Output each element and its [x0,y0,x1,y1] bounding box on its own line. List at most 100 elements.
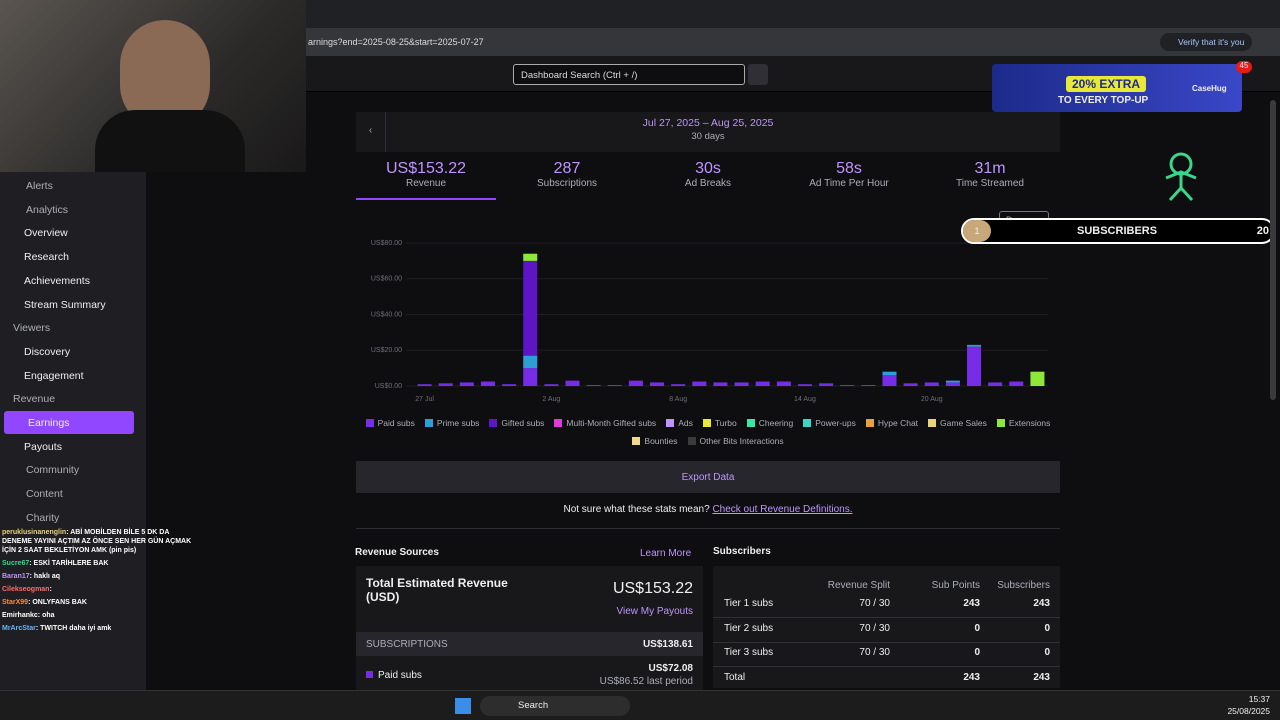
nav-item[interactable]: Content [26,488,63,501]
prev-button[interactable]: ‹ [356,112,386,152]
cell: 70 / 30 [859,622,890,634]
nav-item[interactable]: Overview [24,227,68,240]
row-value: US$72.08 [648,663,693,674]
cell: 243 [963,671,980,683]
legend-label: Bounties [644,436,678,446]
legend-item[interactable]: Game Sales [928,414,987,432]
nav-item[interactable]: Research [24,251,69,264]
verify-button[interactable]: Verify that it's you [1160,33,1253,51]
row-divider [713,617,1060,618]
legend-item[interactable]: Power-ups [803,414,856,432]
bar-segment [417,384,432,386]
legend-item[interactable]: Hype Chat [865,414,918,432]
nav-item[interactable]: Discovery [24,345,71,358]
nav-item[interactable]: Charity [26,511,60,524]
chat-user: MrArcStar [2,625,36,632]
nav-item[interactable]: Revenue [13,393,56,406]
help-link[interactable]: Check out Revenue Definitions. [712,504,853,515]
nav-item[interactable]: Payouts [24,440,62,453]
bar-segment [607,385,622,386]
nav-item[interactable]: Analytics [26,203,69,216]
chat-user: Baran17 [2,573,30,580]
total-value: US$153.22 [612,580,693,597]
legend-item[interactable]: Other Bits Interactions [687,432,784,450]
nav-item[interactable]: Community [26,464,80,477]
sub-goal: 1 SUBSCRIBERS 20 [961,218,1275,244]
search-button[interactable] [748,64,768,85]
legend-item[interactable]: Paid subs [365,414,415,432]
revenue-card: Total Estimated Revenue (USD) US$153.22 … [356,566,703,696]
stat-value: 30s [695,160,721,177]
search-box[interactable]: Dashboard Search (Ctrl + /) [513,64,745,85]
row-label: Tier 2 subs [724,622,774,634]
legend-label: Cheering [758,418,794,428]
bar-segment [882,371,897,376]
legend-item[interactable]: Cheering [746,414,794,432]
stat-label: Ad Time Per Hour [809,178,889,189]
cell: 243 [963,598,980,609]
legend-label: Other Bits Interactions [699,436,784,446]
chat-text: : oha [37,612,55,619]
ad-banner[interactable]: 20% EXTRA TO EVERY TOP-UP CaseHug [992,64,1242,112]
nav-item[interactable]: Alerts [26,180,53,192]
bar-segment [523,368,538,386]
stat-value: 58s [836,160,862,177]
column-header: Revenue Split [827,580,890,591]
clock-time: 15:37 [1248,694,1270,704]
bar-segment [438,383,453,386]
legend-item[interactable]: Multi-Month Gifted subs [554,414,656,432]
nav-item[interactable]: Stream Summary [24,298,106,311]
goal-count: 1 [963,220,991,242]
bar-segment [523,253,538,261]
chat-text: : ABİ MOBİLDEN BİLE 5 DK DA DENEME YAYIN… [2,529,192,554]
x-tick-label: 27 Jul [415,396,434,403]
bar-segment [650,382,665,386]
bar-segment [945,380,960,383]
legend-item[interactable]: Extensions [996,414,1050,432]
nav-item[interactable]: Engagement [24,369,84,382]
taskbar-search[interactable]: Search [480,696,630,716]
stat-tab[interactable]: 31m Time Streamed [920,160,1060,200]
start-button[interactable] [455,698,471,714]
legend-item[interactable]: Bounties [632,432,678,450]
bar-segment [459,382,474,386]
legend-item[interactable]: Turbo [702,414,737,432]
bar-segment [544,384,559,386]
y-tick-label: US$80.00 [371,240,402,247]
legend-item[interactable]: Prime subs [424,414,479,432]
chat-user: peruklusinanenglin [2,529,67,536]
stat-label: Revenue [405,178,447,189]
view-payouts[interactable]: View My Payouts [616,606,693,617]
legend-item[interactable]: Ads [666,414,693,432]
export-button[interactable]: Export Data [356,461,1060,493]
stat-tab[interactable]: 30s Ad Breaks [638,160,778,200]
chat-text: : ONLYFANS BAK [28,599,87,606]
stat-tab[interactable]: 287 Subscriptions [497,160,637,200]
paid-swatch [366,671,373,678]
stat-tab[interactable]: US$153.22 Revenue [356,160,496,200]
cell: 243 [1033,598,1050,609]
y-tick-label: US$60.00 [371,276,402,283]
chat-message: peruklusinanenglin: ABİ MOBİLDEN BİLE 5 … [2,528,192,555]
legend-swatch [928,419,937,427]
nav-item[interactable]: Earnings [4,411,134,434]
bar-segment [882,375,897,386]
nav-item[interactable]: Achievements [24,274,90,287]
bar-segment [713,382,728,386]
stat-tab[interactable]: 58s Ad Time Per Hour [779,160,919,200]
bar-segment [734,382,749,386]
bar-segment [819,383,834,386]
legend-item[interactable]: Gifted subs [489,414,544,432]
clock-date: 25/08/2025 [1227,706,1270,716]
stat-value: 31m [974,160,1006,177]
row-divider [713,666,1060,667]
legend: Paid subs Prime subs Gifted subs Multi-Mont… [356,414,1060,450]
learn-more[interactable]: Learn More [640,548,692,559]
cell: 0 [1044,622,1050,634]
legend-swatch [666,419,675,427]
legend-swatch [632,437,641,445]
nav-item[interactable]: Viewers [13,322,51,335]
row-label: Tier 3 subs [724,647,774,658]
legend-swatch [424,419,433,427]
